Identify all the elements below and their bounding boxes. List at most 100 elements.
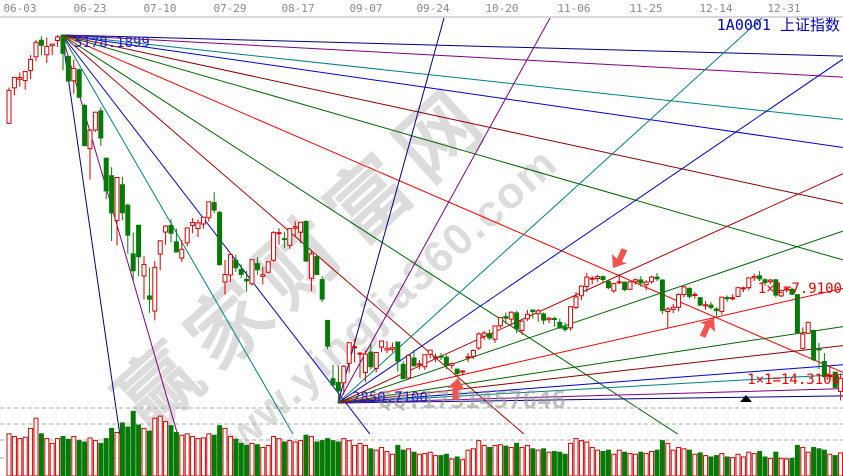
triangle-marker-icon (740, 395, 752, 402)
volume-bar (222, 427, 228, 476)
volume-bar (460, 459, 466, 476)
volume-bar (389, 453, 395, 476)
candle-body (271, 232, 277, 261)
candle-body (427, 349, 433, 355)
alert-arrow-icon (611, 248, 628, 268)
volume-bar (109, 427, 115, 476)
volume-bar (638, 451, 644, 476)
volume-bar (406, 448, 412, 476)
date-tick-labels: 06-03 06-23 07-10 07-29 08-17 09-07 09-24 10-20… (3, 2, 800, 15)
candle-body (595, 276, 601, 280)
volume-bar (190, 436, 196, 476)
volume-bar (44, 438, 50, 476)
candle-body (287, 228, 293, 246)
candle-body (519, 320, 525, 332)
candle-body (735, 287, 741, 297)
candle-body (163, 225, 169, 233)
volume-bar (362, 444, 368, 476)
candle-body (49, 43, 55, 47)
volume-bar (98, 442, 104, 476)
candle-body (357, 352, 363, 355)
volume-bar (514, 442, 520, 476)
candle-body (832, 371, 838, 388)
gann-up-fan-1x1-label: 1×1=7.9100 (758, 281, 842, 297)
volume-bar (292, 441, 298, 476)
volume-bar (233, 438, 239, 476)
candle-body (103, 157, 109, 192)
date-tick: 07-10 (143, 2, 176, 15)
candle-body (152, 266, 158, 312)
volume-bar (551, 451, 557, 476)
candle-body (82, 105, 88, 147)
volume-bar (476, 440, 482, 476)
candle-body (681, 286, 687, 295)
volume-bar (427, 451, 433, 476)
date-tick: 12-31 (767, 2, 800, 15)
candle-body (713, 308, 719, 312)
volume-bar (319, 440, 325, 476)
volume-bar (740, 456, 746, 476)
candle-body (119, 184, 125, 214)
volume-bar (686, 449, 692, 476)
volume-bar (71, 436, 77, 476)
candle-body (217, 211, 223, 266)
gann-fan-lines (61, 18, 843, 434)
candle-body (546, 317, 552, 321)
date-tick: 11-06 (557, 2, 590, 15)
candle-body (227, 254, 233, 276)
volume-bar (168, 425, 174, 476)
volume-bar (454, 456, 460, 476)
candle-body (730, 297, 736, 300)
candle-body (254, 263, 260, 271)
candle-body (465, 356, 471, 359)
volume-bar (265, 444, 271, 476)
volume-bar (136, 424, 142, 476)
candle-body (17, 77, 23, 80)
candle-body (719, 296, 725, 312)
volume-bar (22, 436, 28, 476)
volume-bar (708, 456, 714, 476)
candle-body (292, 226, 298, 229)
volume-bar (703, 455, 709, 476)
candle-body (114, 176, 120, 221)
candle-body (71, 67, 77, 82)
volume-bar (17, 438, 23, 476)
gann-fan-line (61, 34, 679, 434)
candle-body (125, 204, 131, 236)
gann-fan-line (61, 34, 843, 261)
volume-bar (481, 444, 487, 476)
candle-body (379, 340, 385, 348)
candle-body (98, 110, 104, 139)
candle-body (530, 309, 536, 313)
volume-bar (416, 453, 422, 476)
volume-bar (152, 417, 158, 476)
candle-body (395, 341, 401, 362)
date-tick: 08-17 (281, 2, 314, 15)
candle-body (157, 240, 163, 255)
volume-bar (611, 453, 617, 476)
volume-bar (816, 448, 822, 476)
candle-body (762, 279, 768, 284)
candle-body (686, 287, 692, 297)
volume-bar (670, 449, 676, 476)
volume-bar (622, 451, 628, 476)
candle-body (481, 332, 487, 337)
volume-bar (800, 446, 806, 476)
volume-bar (497, 444, 503, 476)
volume-bar (184, 433, 190, 476)
candle-body (794, 294, 800, 334)
candle-body (168, 225, 174, 234)
candle-body (578, 285, 584, 297)
candle-body (335, 381, 341, 392)
volume-bar (33, 417, 39, 476)
volume-bar (573, 438, 579, 476)
candle-body (6, 89, 12, 124)
volume-bar (449, 458, 455, 476)
candle-body (146, 295, 152, 300)
volume-bar (589, 446, 595, 476)
candle-body (816, 348, 822, 351)
candle-body (433, 356, 439, 359)
volume-bar (357, 442, 363, 476)
symbol-title: 1A0001 上证指数 (717, 16, 840, 34)
